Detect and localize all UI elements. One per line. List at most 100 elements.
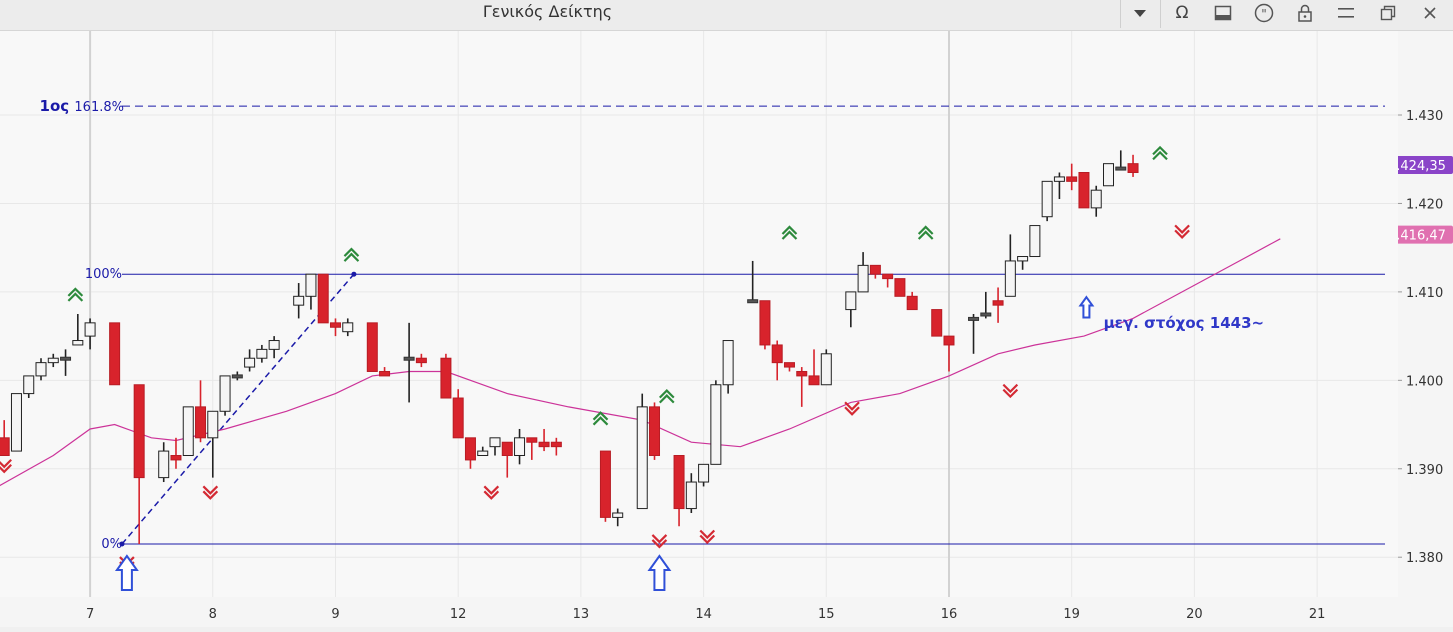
- candle-body: [783, 362, 795, 368]
- candle: [649, 402, 661, 460]
- candle-body: [747, 299, 759, 304]
- fib-level-label: 0%: [101, 537, 122, 552]
- candle: [501, 441, 513, 478]
- candle-body: [636, 406, 648, 510]
- candle: [84, 318, 96, 350]
- sell-signal-icon-stroke: [1002, 383, 1019, 394]
- candle: [47, 353, 59, 368]
- candle-body: [1127, 163, 1139, 173]
- menu-icon[interactable]: [1326, 0, 1366, 26]
- window-title: Γενικός Δείκτης: [482, 2, 613, 21]
- candle-body: [1053, 176, 1065, 182]
- sell-signal-icon-stroke: [0, 463, 12, 474]
- time-tick-label: 15: [818, 607, 835, 622]
- candle: [1090, 185, 1102, 217]
- candle-body: [759, 300, 771, 346]
- candle-body: [0, 437, 10, 456]
- buy-signal-icon: [781, 225, 798, 240]
- candle-body: [845, 291, 857, 311]
- candle-body: [440, 357, 452, 399]
- candle: [771, 340, 783, 381]
- candle: [452, 389, 464, 439]
- candle: [820, 349, 832, 386]
- candle: [477, 446, 489, 456]
- candle: [158, 442, 170, 483]
- axis-corner: [1398, 597, 1453, 627]
- buy-signal-icon-stroke: [781, 230, 798, 240]
- candle: [931, 309, 943, 337]
- candle: [1066, 163, 1078, 191]
- close-icon[interactable]: [1410, 0, 1450, 26]
- panel-icon[interactable]: [1203, 0, 1243, 26]
- candle-body: [906, 295, 918, 311]
- candle-body: [1115, 166, 1127, 171]
- candle: [231, 371, 243, 381]
- sell-signal-icon-stroke: [0, 458, 12, 469]
- candle: [182, 406, 194, 456]
- price-axis[interactable]: 1.380 1.390 1.400 1.410 1.420 1.430 1.424,35 1.…: [1386, 31, 1453, 597]
- candle: [882, 273, 894, 288]
- sell-signal-icon: [202, 485, 219, 500]
- sell-signal-icon-stroke: [1174, 229, 1190, 239]
- candle: [1004, 234, 1016, 297]
- time-tick-label: 19: [1063, 607, 1080, 622]
- candle: [1041, 180, 1053, 222]
- candle-body: [366, 322, 378, 372]
- price-tick-label: 1.400: [1406, 374, 1443, 389]
- candle-body: [195, 406, 207, 439]
- candle: [403, 322, 415, 403]
- candle: [783, 362, 795, 372]
- candle-body: [23, 375, 35, 395]
- candle: [305, 273, 317, 310]
- candle: [60, 349, 72, 376]
- candle: [943, 335, 955, 372]
- sell-signal-icon-stroke: [202, 485, 219, 495]
- fib-level-label: 100%: [85, 267, 122, 282]
- candle-body: [305, 273, 317, 297]
- buy-signal-icon-stroke: [592, 411, 609, 421]
- candle: [514, 428, 526, 465]
- quote-icon[interactable]: ": [1244, 0, 1284, 26]
- restore-icon[interactable]: [1368, 0, 1408, 26]
- candle-body: [808, 375, 820, 386]
- candle-body: [1078, 172, 1090, 209]
- toolbar-separator: [1120, 0, 1121, 28]
- candle-body: [1029, 225, 1041, 258]
- candle: [845, 291, 857, 328]
- fib-level-label-part: 1ος: [40, 97, 75, 115]
- candle-body: [820, 353, 832, 386]
- plot-area[interactable]: 0% 100% 1ος 161.8% μεγ. στόχος 1443~: [0, 31, 1398, 597]
- candle: [747, 260, 759, 304]
- candle-body: [207, 410, 219, 439]
- candle: [857, 252, 869, 293]
- target-annotation: μεγ. στόχος 1443~: [1104, 314, 1265, 332]
- candle-body: [1103, 163, 1114, 187]
- candle: [170, 437, 182, 469]
- candle: [1078, 172, 1090, 209]
- candle: [440, 353, 452, 399]
- candle-body: [685, 481, 697, 510]
- candle: [35, 358, 47, 381]
- candle: [526, 437, 538, 460]
- candle: [10, 393, 22, 452]
- sell-signal-icon-stroke: [1002, 388, 1019, 399]
- candle-body: [1017, 256, 1029, 262]
- lock-icon[interactable]: [1285, 0, 1325, 26]
- candle: [268, 336, 280, 359]
- candle-body: [268, 340, 280, 350]
- sell-signal-icon: [483, 485, 500, 500]
- fib-anchor-point: [351, 271, 357, 277]
- candle: [710, 380, 722, 465]
- omega-icon[interactable]: Ω: [1175, 3, 1189, 23]
- candle: [685, 473, 697, 513]
- buy-signal-icon-stroke: [592, 416, 609, 426]
- time-tick-label: 7: [86, 607, 94, 622]
- candle-body: [489, 437, 501, 448]
- sell-signal-icon: [844, 401, 860, 416]
- sell-signal-icon-stroke: [844, 401, 860, 411]
- time-axis[interactable]: 7 8 9 12 13 14 15 16 19 20 21: [0, 597, 1398, 627]
- candle-body: [415, 357, 427, 364]
- candle: [1017, 256, 1029, 270]
- dropdown-icon[interactable]: [1120, 0, 1160, 26]
- candle: [992, 287, 1004, 323]
